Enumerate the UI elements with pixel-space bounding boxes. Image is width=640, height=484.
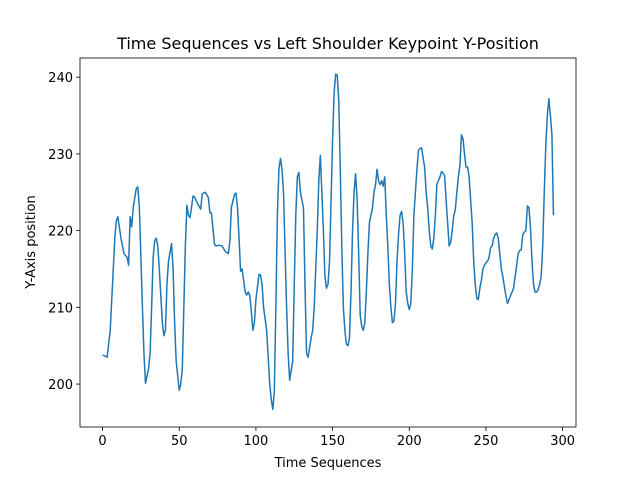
x-tick-label: 250	[474, 434, 499, 449]
y-tick-label: 240	[48, 71, 73, 86]
data-line	[102, 73, 555, 411]
y-tick-label: 210	[48, 301, 73, 316]
y-tick-label: 200	[48, 378, 73, 393]
x-tick-label: 150	[320, 434, 345, 449]
y-axis-label: Y-Axis position	[24, 195, 39, 289]
plot-frame	[79, 57, 577, 428]
x-tick-label: 100	[244, 434, 269, 449]
x-tick-label: 50	[171, 434, 188, 449]
x-axis-label: Time Sequences	[274, 456, 382, 471]
y-tick-label: 220	[48, 225, 73, 240]
chart-title: Time Sequences vs Left Shoulder Keypoint…	[116, 34, 539, 53]
x-tick-label: 300	[550, 434, 575, 449]
x-tick-label: 200	[397, 434, 422, 449]
y-tick-label: 230	[48, 148, 73, 163]
x-tick-label: 0	[98, 434, 106, 449]
